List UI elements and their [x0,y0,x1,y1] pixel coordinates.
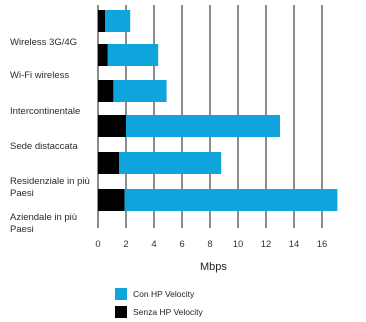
legend-swatch-con [115,288,127,300]
category-label-wifi-wireless: Wi-Fi wireless [10,70,70,81]
bar-senza-2 [98,80,114,102]
x-axis-title: Mbps [200,261,227,273]
category-label-sede-distaccata: Sede distaccata [10,141,78,152]
bar-senza-1 [98,44,108,66]
legend-label-con: Con HP Velocity [133,289,195,299]
x-tick-label: 12 [261,239,272,250]
bar-senza-5 [98,189,125,211]
bar-con-0 [105,10,131,32]
bar-senza-0 [98,10,105,32]
bar-con-1 [107,44,159,66]
legend-item-senza: Senza HP Velocity [115,306,203,318]
legend-label-senza: Senza HP Velocity [133,307,203,317]
bar-senza-3 [98,115,126,137]
bar-senza-4 [98,152,119,174]
bar-con-5 [124,189,338,211]
x-tick-label: 10 [233,239,244,250]
category-label-intercontinentale: Intercontinentale [10,106,81,117]
legend-item-con: Con HP Velocity [115,288,194,300]
x-tick-label: 6 [179,239,184,250]
bar-con-4 [119,152,222,174]
category-label-residenziale: Residenziale in più Paesi [10,176,90,199]
x-tick-label: 16 [317,239,328,250]
bar-con-3 [126,115,280,137]
x-tick-label: 14 [289,239,300,250]
x-tick-label: 4 [151,239,156,250]
x-tick-label: 0 [95,239,100,250]
legend-swatch-senza [115,306,127,318]
x-tick-label: 8 [207,239,212,250]
category-label-aziendale: Aziendale in più Paesi [10,212,78,235]
category-label-wireless-3g4g: Wireless 3G/4G [10,37,78,48]
x-tick-label: 2 [123,239,128,250]
bar-con-2 [113,80,167,102]
